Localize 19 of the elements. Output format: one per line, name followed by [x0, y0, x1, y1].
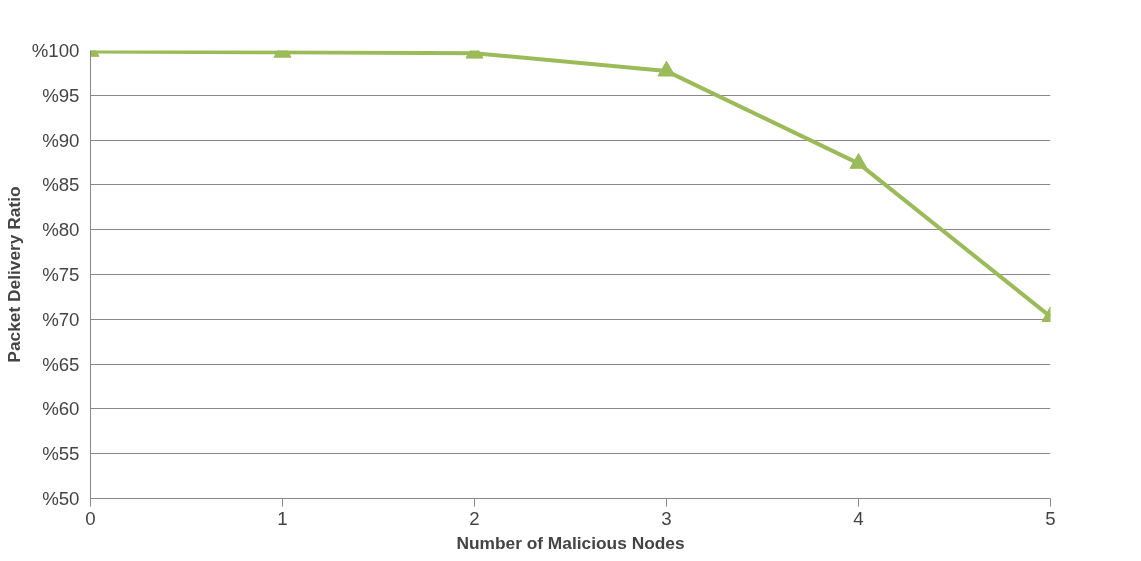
y-tick-label: %65 — [42, 353, 80, 375]
y-tick-label: %75 — [42, 264, 80, 285]
x-tick-label: 5 — [1045, 507, 1056, 529]
x-axis-title: Number of Malicious Nodes — [456, 532, 685, 553]
x-tick-label: 4 — [853, 507, 864, 529]
y-tick-label: %100 — [31, 40, 80, 61]
x-tick-label: 1 — [277, 507, 288, 529]
x-tick-label: 2 — [469, 507, 480, 529]
x-tick-label: 0 — [85, 507, 96, 529]
y-tick-label: %60 — [42, 398, 80, 420]
y-tick-label: %70 — [42, 308, 80, 330]
y-axis-title: Packet Delivery Ratio — [3, 186, 24, 363]
y-tick-label: %90 — [42, 129, 80, 151]
y-tick-label: %50 — [42, 488, 80, 509]
y-tick-label: %85 — [42, 174, 80, 196]
y-tick-label: %55 — [42, 443, 80, 465]
y-tick-label: %95 — [42, 84, 80, 106]
y-tick-label: %80 — [42, 219, 80, 241]
x-tick-label: 3 — [661, 507, 672, 529]
